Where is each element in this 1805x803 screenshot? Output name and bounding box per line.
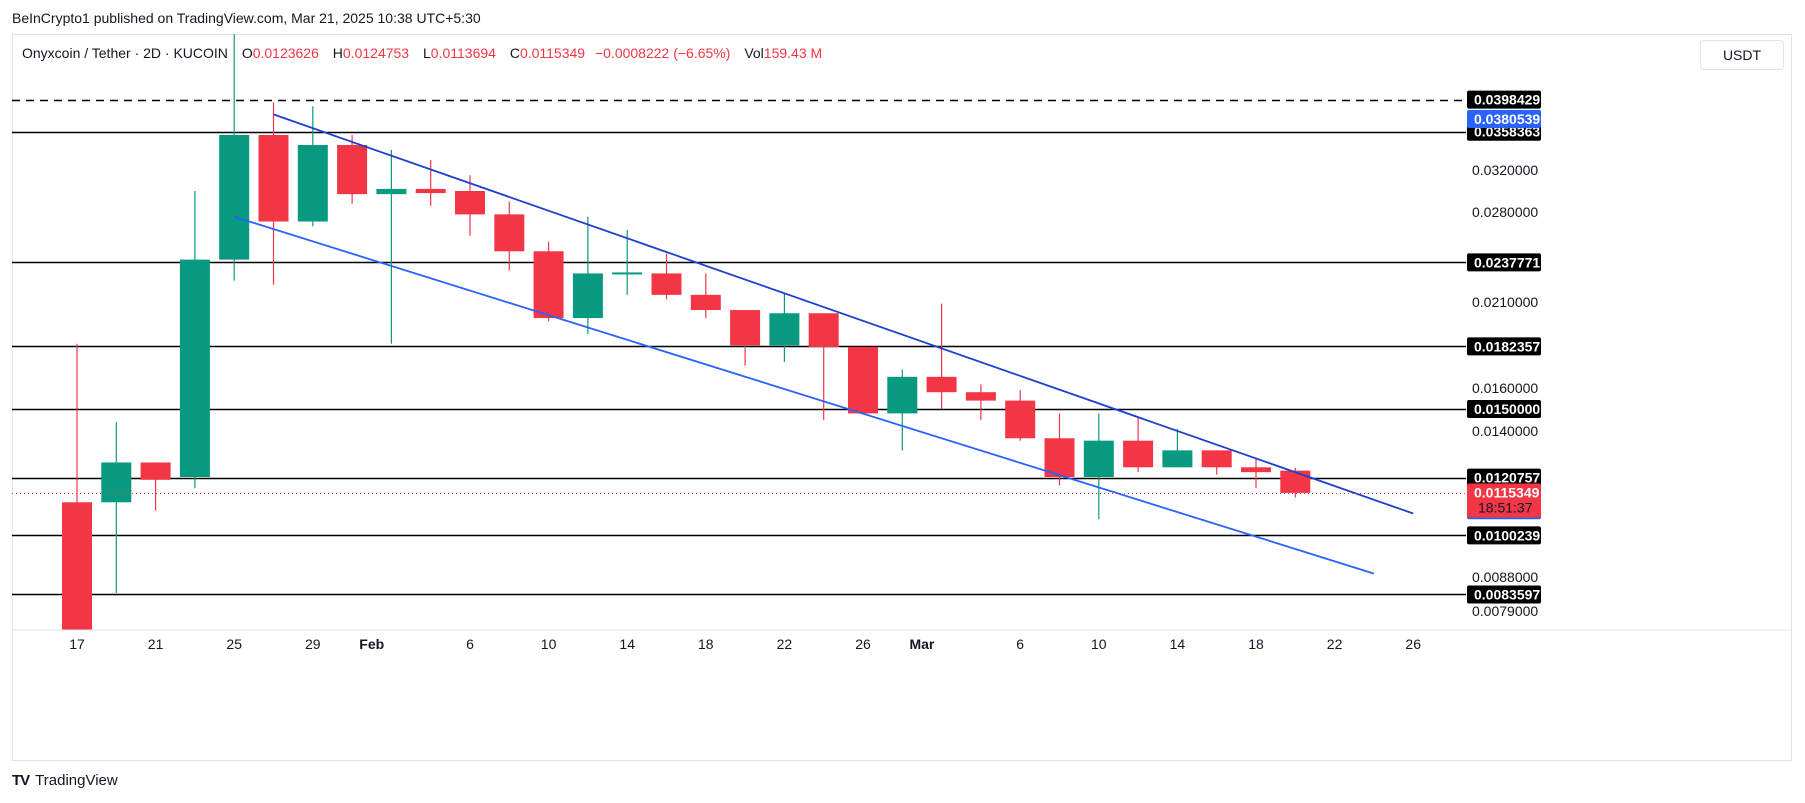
candle-body-14 xyxy=(612,272,643,275)
channel-line-lower xyxy=(233,215,1375,575)
y-tick-label-5: 0.0088000 xyxy=(1472,569,1538,585)
level-label-2: 0.0237771 xyxy=(1474,254,1540,270)
candle-body-12 xyxy=(533,251,564,319)
candle-body-28 xyxy=(1162,450,1193,468)
candle-body-31 xyxy=(1280,470,1311,493)
candle-body-0 xyxy=(62,502,92,630)
candle-body-24 xyxy=(1005,400,1036,439)
x-tick-label-1: 21 xyxy=(148,636,164,652)
currency-button[interactable]: USDT xyxy=(1700,40,1784,70)
candle-body-19 xyxy=(808,313,839,347)
x-tick-label-9: 22 xyxy=(777,636,793,652)
y-tick-label-1: 0.0280000 xyxy=(1472,204,1538,220)
candle-body-11 xyxy=(494,214,525,252)
candle-body-26 xyxy=(1083,440,1114,477)
low-value: 0.0113694 xyxy=(430,45,496,61)
close-value: 0.0115349 xyxy=(519,45,586,61)
x-tick-label-11: Mar xyxy=(909,636,934,652)
level-label-0: 0.0398429 xyxy=(1474,92,1540,108)
x-tick-label-15: 18 xyxy=(1248,636,1264,652)
level-label-5: 0.0120757 xyxy=(1474,470,1540,486)
x-tick-label-8: 18 xyxy=(698,636,714,652)
y-tick-label-3: 0.0160000 xyxy=(1472,380,1538,396)
volume-value: 159.43 M xyxy=(763,45,823,61)
published-caption: BeInCrypto1 published on TradingView.com… xyxy=(12,10,481,26)
x-tick-label-7: 14 xyxy=(619,636,635,652)
level-label-4-bg xyxy=(1467,400,1541,418)
candle-body-1 xyxy=(101,462,132,503)
candle-body-10 xyxy=(455,191,485,215)
candle-body-21 xyxy=(887,376,918,414)
candle-body-3 xyxy=(179,259,210,477)
candle-body-18 xyxy=(769,313,800,346)
candle-body-8 xyxy=(376,188,407,195)
candle-body-27 xyxy=(1123,440,1154,468)
x-tick-label-4: Feb xyxy=(359,636,384,652)
high-label: H xyxy=(332,45,343,61)
candle-body-13 xyxy=(572,273,603,319)
tradingview-logo-icon: TV xyxy=(12,772,30,789)
last-price-tag-bg xyxy=(1467,483,1541,518)
candle-body-15 xyxy=(651,273,682,295)
x-tick-label-12: 6 xyxy=(1016,636,1024,652)
x-tick-label-14: 14 xyxy=(1170,636,1186,652)
last-price-label: 0.0115349 xyxy=(1474,485,1540,501)
blue-price-tag-0: 0.0380539 xyxy=(1474,111,1540,127)
y-tick-label-0: 0.0320000 xyxy=(1472,162,1538,178)
candle-body-16 xyxy=(690,294,721,311)
level-label-7-bg xyxy=(1467,585,1541,604)
high-value: 0.0124753 xyxy=(342,45,410,61)
level-label-5-bg xyxy=(1467,468,1541,487)
x-tick-label-5: 6 xyxy=(466,636,474,652)
y-tick-label-6: 0.0079000 xyxy=(1472,603,1538,619)
tradingview-brand[interactable]: TV TradingView xyxy=(12,772,118,789)
open-value: 0.0123626 xyxy=(252,45,319,61)
candle-body-25 xyxy=(1044,438,1075,477)
x-tick-label-16: 22 xyxy=(1327,636,1343,652)
candle-body-5 xyxy=(258,135,289,222)
channel-line-upper xyxy=(273,113,1414,515)
level-label-6-bg xyxy=(1467,526,1541,545)
candle-body-20 xyxy=(848,347,878,414)
level-label-4: 0.0150000 xyxy=(1474,401,1540,417)
countdown-label: 18:51:37 xyxy=(1478,500,1533,516)
close-label: C xyxy=(509,45,520,61)
x-tick-label-13: 10 xyxy=(1091,636,1107,652)
level-label-6: 0.0100239 xyxy=(1474,527,1540,543)
level-label-0-bg xyxy=(1467,90,1541,109)
x-tick-label-0: 17 xyxy=(69,636,85,652)
open-label: O xyxy=(241,45,253,61)
level-label-3-bg xyxy=(1467,337,1541,356)
level-label-2-bg xyxy=(1467,253,1541,272)
x-tick-label-6: 10 xyxy=(541,636,557,652)
volume-label: Vol xyxy=(744,45,764,61)
brand-name: TradingView xyxy=(35,772,118,789)
symbol-name[interactable]: Onyxcoin / Tether · 2D · KUCOIN xyxy=(22,45,228,61)
candle-body-7 xyxy=(337,145,368,195)
level-label-7: 0.0083597 xyxy=(1474,586,1540,602)
chart-pane[interactable] xyxy=(12,34,1792,761)
candle-body-6 xyxy=(297,145,328,222)
candle-body-4 xyxy=(219,135,250,260)
blue-price-tag-0-bg xyxy=(1467,109,1541,128)
symbol-legend: Onyxcoin / Tether · 2D · KUCOIN O0.01236… xyxy=(22,45,822,61)
x-tick-label-2: 25 xyxy=(226,636,242,652)
candle-body-29 xyxy=(1201,450,1232,468)
candle-body-17 xyxy=(730,310,761,346)
candle-body-2 xyxy=(140,462,171,480)
candle-body-23 xyxy=(965,392,996,401)
level-label-3: 0.0182357 xyxy=(1474,338,1540,354)
low-label: L xyxy=(422,45,431,61)
x-tick-label-10: 26 xyxy=(855,636,871,652)
x-tick-label-17: 26 xyxy=(1405,636,1421,652)
change-value: −0.0008222 (−6.65%) xyxy=(594,45,731,61)
x-tick-label-3: 29 xyxy=(305,636,321,652)
candle-body-9 xyxy=(415,188,446,194)
y-tick-label-2: 0.0210000 xyxy=(1472,294,1538,310)
candle-body-22 xyxy=(926,376,957,393)
candle-body-30 xyxy=(1241,467,1271,473)
y-tick-label-4: 0.0140000 xyxy=(1472,423,1538,439)
